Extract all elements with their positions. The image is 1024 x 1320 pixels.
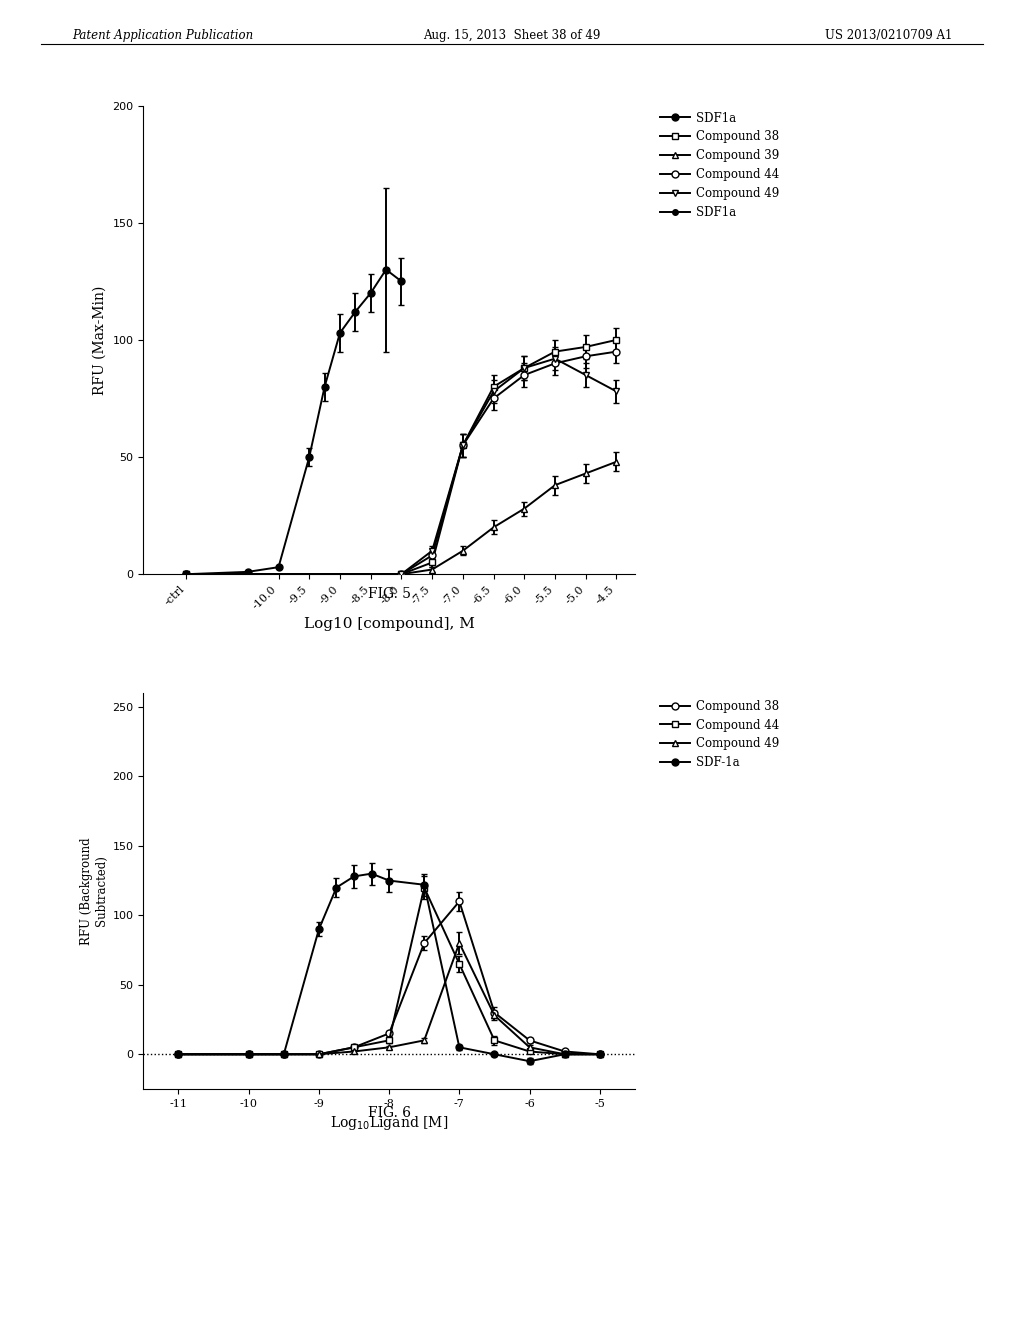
- Legend: Compound 38, Compound 44, Compound 49, SDF-1a: Compound 38, Compound 44, Compound 49, S…: [655, 694, 783, 774]
- Text: Aug. 15, 2013  Sheet 38 of 49: Aug. 15, 2013 Sheet 38 of 49: [423, 29, 601, 42]
- Text: US 2013/0210709 A1: US 2013/0210709 A1: [825, 29, 952, 42]
- Text: Patent Application Publication: Patent Application Publication: [72, 29, 253, 42]
- Y-axis label: RFU (Background
Subtracted): RFU (Background Subtracted): [80, 837, 109, 945]
- X-axis label: Log$_{10}$Ligand [M]: Log$_{10}$Ligand [M]: [330, 1114, 449, 1133]
- Text: FIG. 6: FIG. 6: [368, 1106, 411, 1121]
- Legend: SDF1a, Compound 38, Compound 39, Compound 44, Compound 49, SDF1a: SDF1a, Compound 38, Compound 39, Compoun…: [655, 107, 783, 224]
- X-axis label: Log10 [compound], M: Log10 [compound], M: [304, 616, 474, 631]
- Y-axis label: RFU (Max-Min): RFU (Max-Min): [93, 285, 106, 395]
- Text: FIG. 5: FIG. 5: [368, 587, 411, 602]
